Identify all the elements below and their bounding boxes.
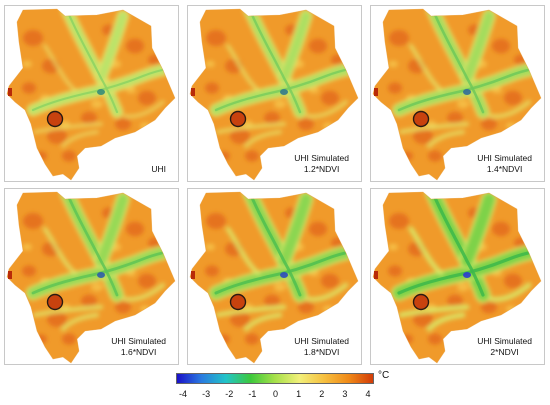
caption-line-1: UHI Simulated: [294, 153, 349, 163]
hotspot-fill: [414, 295, 428, 309]
hotspot-circle: [229, 293, 247, 311]
map-panel-1-2-ndvi: UHI Simulated 1.2*NDVI: [187, 5, 362, 182]
caption-line-1: UHI Simulated: [477, 336, 532, 346]
cool-hotspot-marker: [463, 272, 471, 278]
map-panel-uhi: UHI: [4, 5, 179, 182]
panel-caption: UHI Simulated 1.4*NDVI: [477, 153, 532, 175]
legend-unit-label: °C: [378, 370, 390, 381]
map-panel-1-4-ndvi: UHI Simulated 1.4*NDVI: [370, 5, 545, 182]
hotspot-fill: [414, 112, 428, 126]
edge-hotspot: [191, 88, 195, 96]
temperature-color-scale: [176, 373, 374, 384]
legend-tick-label: -3: [202, 389, 211, 399]
caption-line-2: 1.2*NDVI: [303, 164, 340, 174]
uhi-map: [372, 8, 542, 181]
edge-hotspot: [374, 88, 378, 96]
cool-hotspot-marker: [97, 272, 105, 278]
cool-hotspot-marker: [280, 89, 288, 95]
panel-caption: UHI Simulated 1.8*NDVI: [294, 336, 349, 358]
legend-tick-label: 0: [272, 389, 278, 399]
uhi-map: [189, 8, 359, 181]
edge-hotspot: [8, 271, 12, 279]
panel-caption: UHI Simulated 1.2*NDVI: [294, 153, 349, 175]
map-panel-2-ndvi: UHI Simulated 2*NDVI: [370, 188, 545, 365]
hotspot-circle: [46, 110, 64, 128]
legend-tick-label: -4: [178, 389, 187, 399]
map-panel-1-8-ndvi: UHI Simulated 1.8*NDVI: [187, 188, 362, 365]
legend-tick-label: -2: [225, 389, 234, 399]
edge-hotspot: [374, 271, 378, 279]
cool-hotspot-marker: [463, 89, 471, 95]
uhi-map: [372, 191, 542, 364]
heat-surface: [7, 9, 175, 180]
hotspot-circle: [229, 110, 247, 128]
hotspot-circle: [412, 110, 430, 128]
panel-caption: UHI Simulated 1.6*NDVI: [111, 336, 166, 358]
caption-line-1: UHI Simulated: [294, 336, 349, 346]
panel-caption: UHI Simulated 2*NDVI: [477, 336, 532, 358]
legend-tick-label: 3: [342, 389, 348, 399]
caption-line-2: 1.8*NDVI: [303, 347, 340, 357]
uhi-map: [6, 191, 176, 364]
hotspot-circle: [412, 293, 430, 311]
map-panel-1-6-ndvi: UHI Simulated 1.6*NDVI: [4, 188, 179, 365]
caption-line-1: UHI Simulated: [477, 153, 532, 163]
legend-tick-label: 2: [319, 389, 325, 399]
panel-caption: UHI: [151, 164, 166, 175]
legend-tick-label: 1: [296, 389, 302, 399]
hotspot-fill: [48, 112, 62, 126]
caption-line-2: 1.4*NDVI: [486, 164, 523, 174]
uhi-map: [189, 191, 359, 364]
hotspot-circle: [46, 293, 64, 311]
cool-hotspot-marker: [280, 272, 288, 278]
caption-line-2: 2*NDVI: [490, 347, 519, 357]
edge-hotspot: [191, 271, 195, 279]
hotspot-fill: [48, 295, 62, 309]
cool-hotspot-marker: [97, 89, 105, 95]
uhi-map: [6, 8, 176, 181]
legend-tick-label: 4: [365, 389, 371, 399]
caption-line-1: UHI: [151, 164, 166, 174]
hotspot-fill: [231, 295, 245, 309]
edge-hotspot: [8, 88, 12, 96]
caption-line-2: 1.6*NDVI: [120, 347, 157, 357]
legend-tick-label: -1: [248, 389, 257, 399]
hotspot-fill: [231, 112, 245, 126]
caption-line-1: UHI Simulated: [111, 336, 166, 346]
